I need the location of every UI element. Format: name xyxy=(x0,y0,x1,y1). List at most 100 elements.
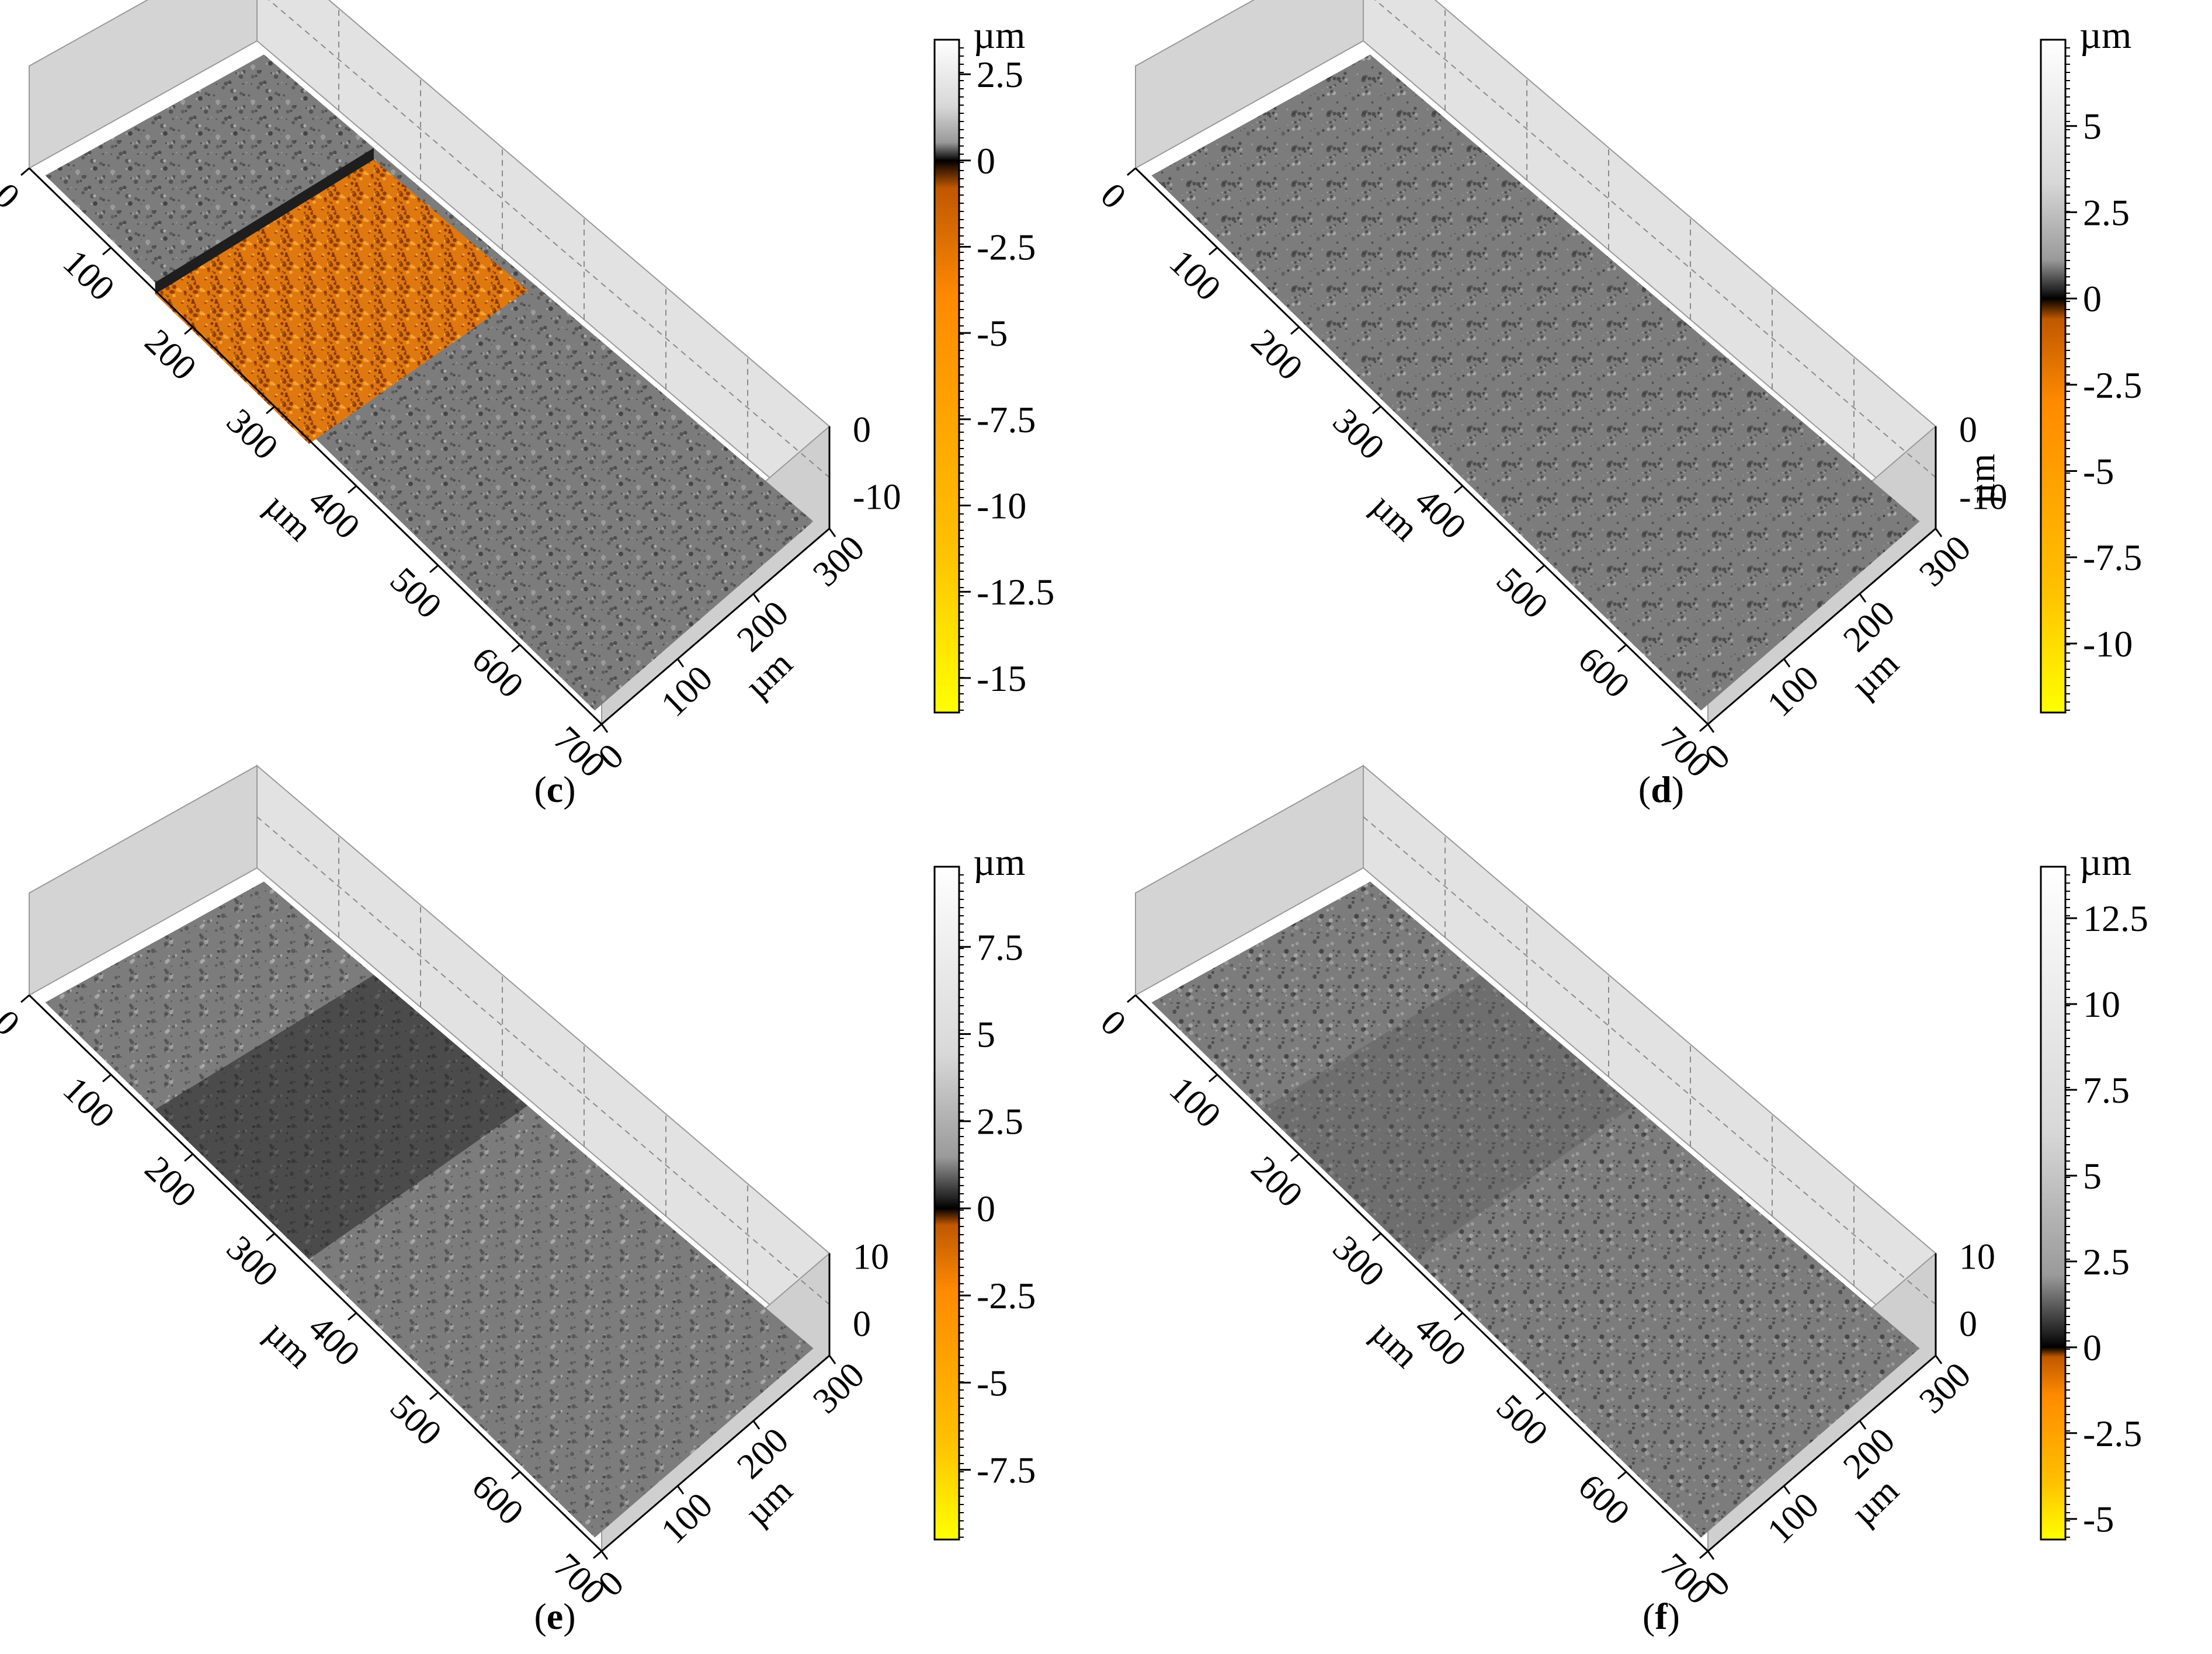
colorbar-tick-label: -2.5 xyxy=(2083,364,2142,406)
z-tick-label: 10 xyxy=(1959,1237,1995,1277)
x-axis-unit: µm xyxy=(257,486,320,548)
x-tick-label: 200 xyxy=(1244,1149,1310,1215)
caption-part: ( xyxy=(534,1596,547,1637)
panel-caption: (d) xyxy=(1603,771,1720,808)
colorbar-tick-label: 5 xyxy=(2083,106,2102,147)
x-tick-label: 600 xyxy=(464,640,531,706)
axes xyxy=(1134,167,1937,725)
height-map-surface xyxy=(1151,54,1920,711)
colorbar-tick-label: -12.5 xyxy=(977,571,1054,613)
x-tick-label: 500 xyxy=(383,560,449,627)
colorbar-tick-label: -7.5 xyxy=(2083,537,2142,578)
axes xyxy=(1134,994,1937,1552)
colorbar-tick-label: -2.5 xyxy=(977,226,1036,267)
wear-track xyxy=(155,159,528,444)
colorbar xyxy=(933,39,960,714)
colorbar-tick-label: 0 xyxy=(977,140,995,182)
x-axis-unit: µm xyxy=(1363,1313,1426,1375)
colorbar-tick-label: -10 xyxy=(2083,623,2133,665)
colorbar-tick-label: -2.5 xyxy=(2083,1413,2142,1454)
x-tick-label: 300 xyxy=(1325,1228,1392,1295)
colorbar-unit: µm xyxy=(2079,14,2131,57)
panel-caption: (c) xyxy=(496,771,613,808)
x-tick-label: 100 xyxy=(1162,242,1228,309)
x-tick-label: 600 xyxy=(1571,1467,1637,1533)
colorbar xyxy=(2040,39,2067,714)
colorbar-tick-label: -7.5 xyxy=(977,399,1036,440)
colorbar-tick-label: 0 xyxy=(977,1188,995,1229)
wear-track xyxy=(1261,975,1634,1260)
colorbar-tick-label: 2.5 xyxy=(2083,1241,2130,1283)
height-map-surface xyxy=(45,881,814,1538)
caption-part: ( xyxy=(1642,1596,1655,1637)
colorbar-axis-label: µm xyxy=(1961,454,2002,505)
x-tick-label: 500 xyxy=(383,1387,449,1454)
colorbar-tick-label: 12.5 xyxy=(2083,898,2148,939)
colorbar-tick-label: 0 xyxy=(2083,278,2102,319)
x-axis-unit: µm xyxy=(1363,486,1426,548)
z-tick-label: 10 xyxy=(853,1237,889,1277)
caption-part: ) xyxy=(1671,769,1685,810)
colorbar-tick-label: 5 xyxy=(977,1014,995,1055)
colorbar-tick-label: -7.5 xyxy=(977,1450,1036,1491)
surface-plot-f: 0100200300400500600700µm0100200300µm1001… xyxy=(1093,764,2148,1612)
x-tick-label: 100 xyxy=(55,242,122,309)
colorbar-tick-label: -5 xyxy=(977,312,1008,354)
height-map-surface xyxy=(45,54,814,711)
z-tick-label: 0 xyxy=(1959,1304,1977,1344)
x-tick-label: 0 xyxy=(0,1002,27,1043)
caption-part: ( xyxy=(1638,769,1651,810)
colorbar-tick-label: 2.5 xyxy=(977,54,1023,95)
z-tick-label: -10 xyxy=(853,477,901,517)
caption-part: ( xyxy=(534,769,547,810)
x-tick-label: 200 xyxy=(137,1149,204,1215)
z-tick-label: 0 xyxy=(1959,410,1977,450)
colorbar-tick-label: -5 xyxy=(977,1362,1008,1403)
height-map-surface xyxy=(1151,881,1920,1538)
colorbar-tick-label: 2.5 xyxy=(2083,192,2130,233)
y-axis-unit: µm xyxy=(1843,644,1907,706)
colorbar-unit: µm xyxy=(973,14,1025,57)
colorbar xyxy=(2040,866,2067,1541)
caption-part: ) xyxy=(563,769,576,810)
x-tick-label: 0 xyxy=(0,175,27,216)
colorbar-tick-label: 5 xyxy=(2083,1155,2102,1197)
colorbar-tick-label: 7.5 xyxy=(2083,1069,2130,1111)
colorbar-tick-label: 10 xyxy=(2083,984,2120,1025)
x-tick-label: 600 xyxy=(1571,640,1637,706)
caption-part: ) xyxy=(1667,1596,1680,1637)
caption-part: e xyxy=(546,1596,564,1637)
colorbar-tick-label: 2.5 xyxy=(977,1101,1023,1142)
x-tick-label: 500 xyxy=(1489,560,1555,627)
colorbar xyxy=(933,866,960,1541)
y-axis-unit: µm xyxy=(737,644,800,706)
caption-part: f xyxy=(1655,1596,1668,1637)
x-axis-unit: µm xyxy=(257,1313,320,1375)
colorbar-tick-label: 7.5 xyxy=(977,926,1023,968)
surface-plot-e: 0100200300400500600700µm0100200300µm1007… xyxy=(0,764,1036,1612)
panel-caption: (f) xyxy=(1603,1598,1720,1635)
surface-plot-c: 0100200300400500600700µm0100200300µm0-10… xyxy=(0,0,1054,785)
wear-track xyxy=(155,975,528,1260)
x-tick-label: 200 xyxy=(1244,322,1310,388)
x-tick-label: 300 xyxy=(219,1228,286,1295)
colorbar-tick-label: -10 xyxy=(977,485,1026,527)
colorbar-tick-label: 0 xyxy=(2083,1327,2102,1368)
y-axis-unit: µm xyxy=(1843,1471,1907,1533)
caption-part: d xyxy=(1651,769,1672,810)
colorbar-unit: µm xyxy=(973,841,1025,884)
axes xyxy=(28,994,831,1552)
z-tick-label: -10 xyxy=(1959,477,2008,517)
colorbar-tick-label: -5 xyxy=(2083,1499,2114,1540)
x-tick-label: 600 xyxy=(464,1467,531,1533)
colorbar-unit: µm xyxy=(2079,841,2131,884)
colorbar-tick-label: -15 xyxy=(977,658,1026,699)
colorbar-tick-label: -5 xyxy=(2083,450,2114,492)
x-tick-label: 300 xyxy=(1325,401,1392,468)
y-axis-unit: µm xyxy=(737,1471,800,1533)
x-tick-label: 100 xyxy=(1162,1069,1228,1136)
axes xyxy=(28,167,831,725)
surface-plot-d: 0100200300400500600700µm0100200300µm0-10… xyxy=(1093,0,2142,785)
z-tick-label: 0 xyxy=(853,410,871,450)
